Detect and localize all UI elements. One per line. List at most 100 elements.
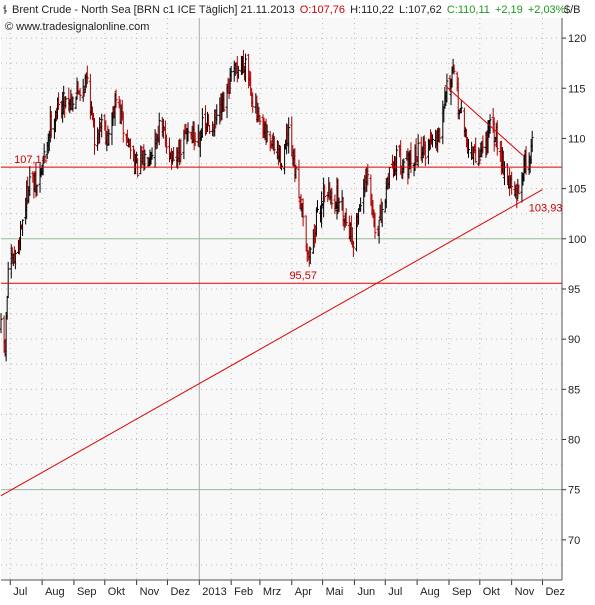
change-value: +2,19 <box>495 4 523 16</box>
ohlc-bar <box>128 138 132 160</box>
y-tick-label: 115 <box>568 83 586 95</box>
ohlc-bar <box>193 132 197 147</box>
x-tick-label: Nov <box>140 586 160 598</box>
ohlc-bar <box>301 198 305 227</box>
ohlc-bar <box>323 184 327 203</box>
ohlc-bar <box>431 134 435 148</box>
high-value: H:110,22 <box>350 4 394 16</box>
ohlc-bar <box>459 100 463 113</box>
y-tick-label: 100 <box>568 234 586 246</box>
ohlc-bar <box>474 137 478 164</box>
ohlc-bar <box>98 117 102 144</box>
ohlc-bar <box>71 96 75 112</box>
ohlc-bar <box>0 313 3 334</box>
close-value: C:110,11 <box>447 4 490 16</box>
x-tick-label: Dez <box>170 586 190 598</box>
trend-line <box>444 84 524 156</box>
ohlc-bar <box>373 212 377 239</box>
ohlc-bar <box>488 114 492 134</box>
ohlc-bar <box>150 147 154 160</box>
ohlc-bar <box>241 49 245 74</box>
watermark: © www.tradesignalonline.com <box>5 21 149 33</box>
ohlc-bar <box>62 85 66 115</box>
ohlc-bar <box>530 130 534 153</box>
unit-label: $/B <box>564 4 581 16</box>
x-tick-label: Sep <box>452 586 472 598</box>
ohlc-bar <box>215 104 219 125</box>
ohlc-bar <box>63 96 67 118</box>
y-tick-label: 70 <box>568 535 580 547</box>
ohlc-bar <box>28 166 32 197</box>
plot-area <box>1 18 562 580</box>
x-tick-label: Nov <box>515 586 535 598</box>
ohlc-bar <box>330 187 334 209</box>
ohlc-bar <box>492 117 496 152</box>
ohlc-bar <box>315 200 319 213</box>
x-tick-label: Aug <box>420 586 440 598</box>
ohlc-bar <box>42 143 46 164</box>
x-tick-label: Jul <box>388 586 402 598</box>
ohlc-bar <box>395 145 399 181</box>
x-tick-label: Sep <box>77 586 97 598</box>
ohlc-bar <box>49 111 53 138</box>
svg-text:Brent Crude - North Sea [BRN c: Brent Crude - North Sea [BRN c1 ICE Tägl… <box>12 4 566 16</box>
ohlc-bar <box>35 184 39 196</box>
ohlc-bar <box>121 111 125 143</box>
ohlc-bar <box>313 225 317 244</box>
x-tick-label: Mrz <box>263 586 281 598</box>
ohlc-bar <box>423 141 427 167</box>
ohlc-bar <box>229 66 233 82</box>
ohlc-bar <box>258 115 262 126</box>
ohlc-bar <box>257 106 261 122</box>
change-percent: +2,03% <box>528 4 566 16</box>
ohlc-bar <box>100 113 104 138</box>
ohlc-bar <box>222 92 226 112</box>
ohlc-bar <box>57 92 61 110</box>
header: Brent Crude - North Sea [BRN c1 ICE Tägl… <box>3 4 581 33</box>
ohlc-bar <box>337 197 341 213</box>
x-tick-label: Dez <box>545 586 565 598</box>
chart-title: Brent Crude - North Sea [BRN c1 ICE Tägl… <box>12 4 295 16</box>
low-value: L:107,62 <box>399 4 442 16</box>
x-tick-label: Okt <box>108 586 125 598</box>
ohlc-bar <box>244 53 248 83</box>
ohlc-bar <box>78 88 82 102</box>
annotation-label: 103,93 <box>529 202 563 214</box>
ohlc-bar <box>320 191 324 228</box>
ohlc-bar <box>380 201 384 228</box>
ohlc-bar <box>402 158 406 174</box>
ohlc-bar <box>170 148 174 170</box>
ohlc-bar <box>107 128 111 146</box>
ohlc-bar <box>359 197 363 212</box>
ohlc-bar <box>351 240 355 257</box>
x-tick-label: 2013 <box>202 586 226 598</box>
ohlc-bar <box>272 135 276 155</box>
x-tick-label: Jul <box>13 586 27 598</box>
ohlc-bars-icon <box>3 5 7 14</box>
y-tick-label: 85 <box>568 384 580 396</box>
ohlc-bar <box>452 64 456 75</box>
ohlc-bar <box>344 208 348 226</box>
x-tick-label: Aug <box>45 586 65 598</box>
y-tick-label: 105 <box>568 184 586 196</box>
level-label: 95,57 <box>289 270 317 282</box>
ohlc-bar <box>510 171 514 195</box>
ohlc-bar <box>6 261 10 299</box>
ohlc-bar <box>186 122 190 142</box>
level-label: 107,14 <box>14 154 48 166</box>
ohlc-bar <box>85 65 89 85</box>
x-tick-label: Jun <box>357 586 375 598</box>
ohlc-bar <box>495 120 499 156</box>
ohlc-bar <box>179 139 183 163</box>
y-tick-label: 95 <box>568 284 580 296</box>
open-value: O:107,76 <box>300 4 345 16</box>
ohlc-bar <box>308 246 312 265</box>
x-tick-label: Feb <box>234 586 253 598</box>
y-tick-label: 120 <box>568 33 586 45</box>
x-tick-label: Apr <box>295 586 312 598</box>
ohlc-bar <box>517 184 521 195</box>
ohlc-bar <box>200 108 204 138</box>
ohlc-bar <box>481 135 485 154</box>
